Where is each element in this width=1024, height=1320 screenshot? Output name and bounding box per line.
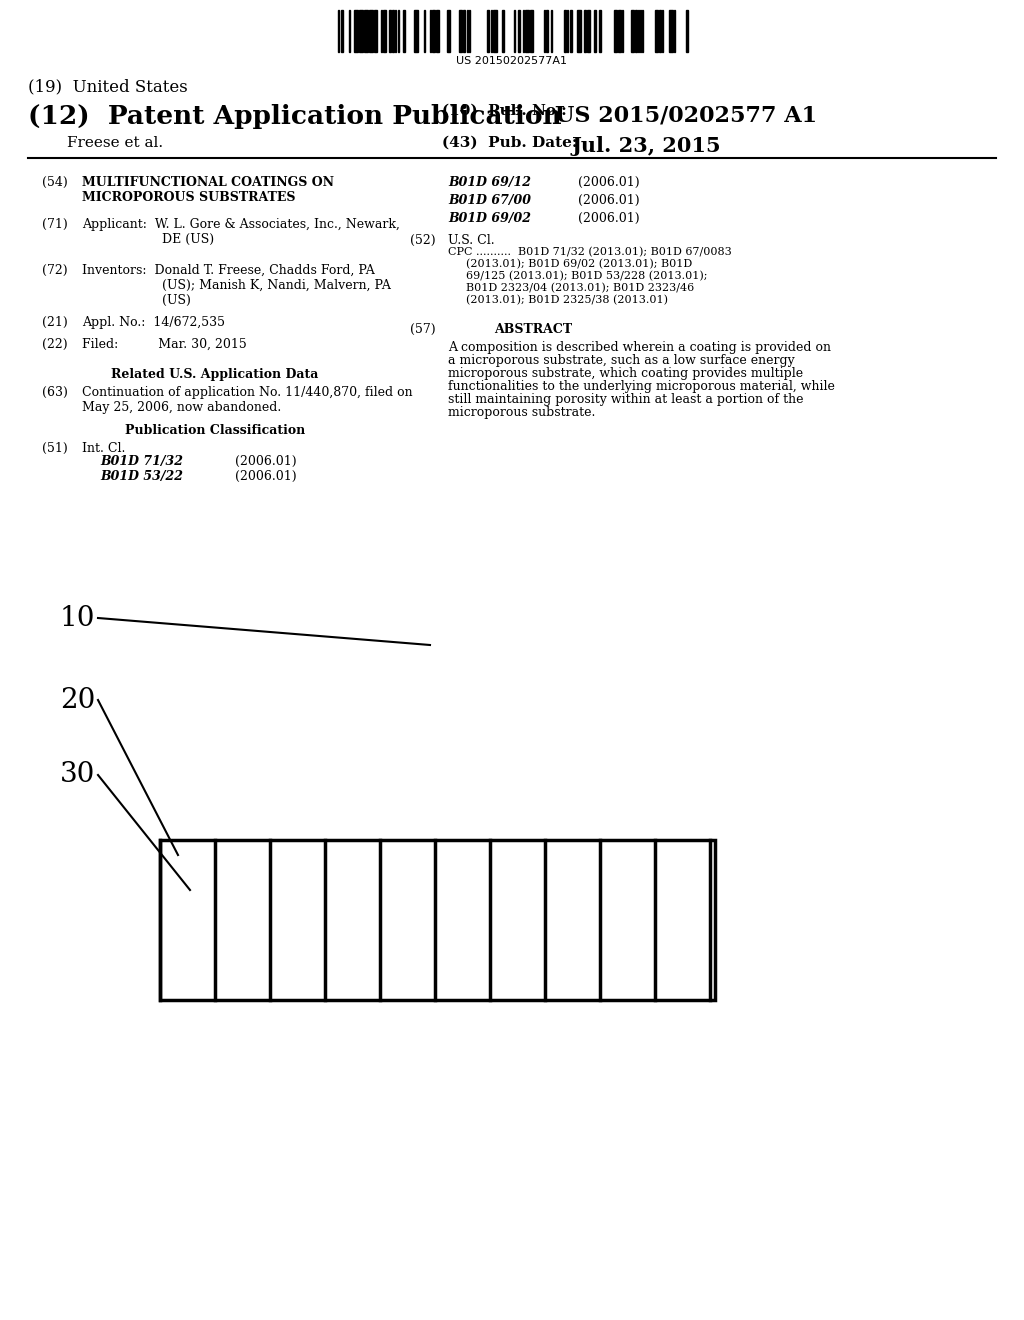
Text: 69/125 (2013.01); B01D 53/228 (2013.01);: 69/125 (2013.01); B01D 53/228 (2013.01); (466, 271, 708, 281)
Bar (686, 11, 688, 51)
Text: CPC ..........  B01D 71/32 (2013.01); B01D 67/0083: CPC .......... B01D 71/32 (2013.01); B01… (449, 247, 732, 257)
Text: B01D 69/12: B01D 69/12 (449, 176, 531, 189)
Text: Publication Classification: Publication Classification (125, 424, 305, 437)
Text: microporous substrate.: microporous substrate. (449, 407, 595, 418)
Bar (414, 11, 418, 51)
Bar (518, 11, 520, 51)
Bar (570, 11, 572, 51)
Bar (577, 11, 581, 51)
Text: ABSTRACT: ABSTRACT (494, 323, 572, 337)
Text: (21): (21) (42, 315, 68, 329)
Text: Freese et al.: Freese et al. (28, 136, 163, 150)
Bar (463, 11, 465, 51)
Bar (341, 11, 343, 51)
Bar (403, 11, 406, 51)
Bar (369, 11, 373, 51)
Text: US 20150202577A1: US 20150202577A1 (457, 55, 567, 66)
Bar (392, 11, 394, 51)
Bar (594, 11, 596, 51)
Text: B01D 69/02: B01D 69/02 (449, 213, 531, 224)
Text: a microporous substrate, such as a low surface energy: a microporous substrate, such as a low s… (449, 354, 795, 367)
Bar (383, 11, 386, 51)
Text: Related U.S. Application Data: Related U.S. Application Data (112, 368, 318, 381)
Bar (389, 11, 391, 51)
Bar (447, 11, 450, 51)
Bar (160, 840, 715, 1001)
Text: B01D 67/00: B01D 67/00 (449, 194, 531, 207)
Bar (618, 11, 621, 51)
Bar (635, 11, 637, 51)
Bar (599, 11, 601, 51)
Text: Int. Cl.: Int. Cl. (82, 442, 125, 455)
Text: Inventors:  Donald T. Freese, Chadds Ford, PA
                    (US); Manish K: Inventors: Donald T. Freese, Chadds Ford… (82, 264, 391, 308)
Text: (2006.01): (2006.01) (234, 455, 297, 469)
Text: still maintaining porosity within at least a portion of the: still maintaining porosity within at lea… (449, 393, 804, 407)
Text: (22): (22) (42, 338, 68, 351)
Bar (502, 11, 504, 51)
Text: (57): (57) (410, 323, 435, 337)
Bar (614, 11, 617, 51)
Text: (2013.01); B01D 2325/38 (2013.01): (2013.01); B01D 2325/38 (2013.01) (466, 294, 668, 305)
Bar (525, 11, 529, 51)
Text: (2006.01): (2006.01) (578, 176, 640, 189)
Bar (669, 11, 673, 51)
Text: U.S. Cl.: U.S. Cl. (449, 234, 495, 247)
Text: 10: 10 (60, 605, 95, 631)
Text: (43)  Pub. Date:: (43) Pub. Date: (442, 136, 578, 150)
Text: (2006.01): (2006.01) (578, 194, 640, 207)
Text: functionalities to the underlying microporous material, while: functionalities to the underlying microp… (449, 380, 835, 393)
Text: (19)  United States: (19) United States (28, 78, 187, 95)
Bar (584, 11, 586, 51)
Text: Appl. No.:  14/672,535: Appl. No.: 14/672,535 (82, 315, 225, 329)
Text: (52): (52) (410, 234, 435, 247)
Bar (487, 11, 489, 51)
Text: (72): (72) (42, 264, 68, 277)
Bar (432, 11, 435, 51)
Text: Applicant:  W. L. Gore & Associates, Inc., Newark,
                    DE (US): Applicant: W. L. Gore & Associates, Inc.… (82, 218, 400, 246)
Bar (436, 11, 439, 51)
Text: Jul. 23, 2015: Jul. 23, 2015 (572, 136, 722, 156)
Text: B01D 2323/04 (2013.01); B01D 2323/46: B01D 2323/04 (2013.01); B01D 2323/46 (466, 282, 694, 293)
Bar (374, 11, 377, 51)
Text: Continuation of application No. 11/440,870, filed on
May 25, 2006, now abandoned: Continuation of application No. 11/440,8… (82, 385, 413, 414)
Bar (564, 11, 566, 51)
Text: B01D 53/22: B01D 53/22 (100, 470, 183, 483)
Bar (160, 840, 715, 1001)
Text: 30: 30 (60, 762, 95, 788)
Text: (2006.01): (2006.01) (578, 213, 640, 224)
Text: US 2015/0202577 A1: US 2015/0202577 A1 (555, 104, 817, 125)
Text: (2013.01); B01D 69/02 (2013.01); B01D: (2013.01); B01D 69/02 (2013.01); B01D (466, 259, 692, 269)
Bar (354, 11, 358, 51)
Bar (655, 11, 658, 51)
Bar (530, 11, 534, 51)
Text: A composition is described wherein a coating is provided on: A composition is described wherein a coa… (449, 341, 831, 354)
Text: (71): (71) (42, 218, 68, 231)
Text: (2006.01): (2006.01) (234, 470, 297, 483)
Text: (12)  Patent Application Publication: (12) Patent Application Publication (28, 104, 561, 129)
Text: B01D 71/32: B01D 71/32 (100, 455, 183, 469)
Bar (459, 11, 462, 51)
Text: microporous substrate, which coating provides multiple: microporous substrate, which coating pro… (449, 367, 803, 380)
Bar (364, 11, 368, 51)
Bar (587, 11, 590, 51)
Bar (659, 11, 662, 51)
Bar (359, 11, 362, 51)
Text: (51): (51) (42, 442, 68, 455)
Text: (54): (54) (42, 176, 68, 189)
Text: (10)  Pub. No.:: (10) Pub. No.: (442, 104, 566, 117)
Text: Filed:          Mar. 30, 2015: Filed: Mar. 30, 2015 (82, 338, 247, 351)
Text: MULTIFUNCTIONAL COATINGS ON
MICROPOROUS SUBSTRATES: MULTIFUNCTIONAL COATINGS ON MICROPOROUS … (82, 176, 334, 205)
Bar (631, 11, 634, 51)
Text: 20: 20 (60, 686, 95, 714)
Bar (546, 11, 548, 51)
Bar (493, 11, 497, 51)
Text: (63): (63) (42, 385, 68, 399)
